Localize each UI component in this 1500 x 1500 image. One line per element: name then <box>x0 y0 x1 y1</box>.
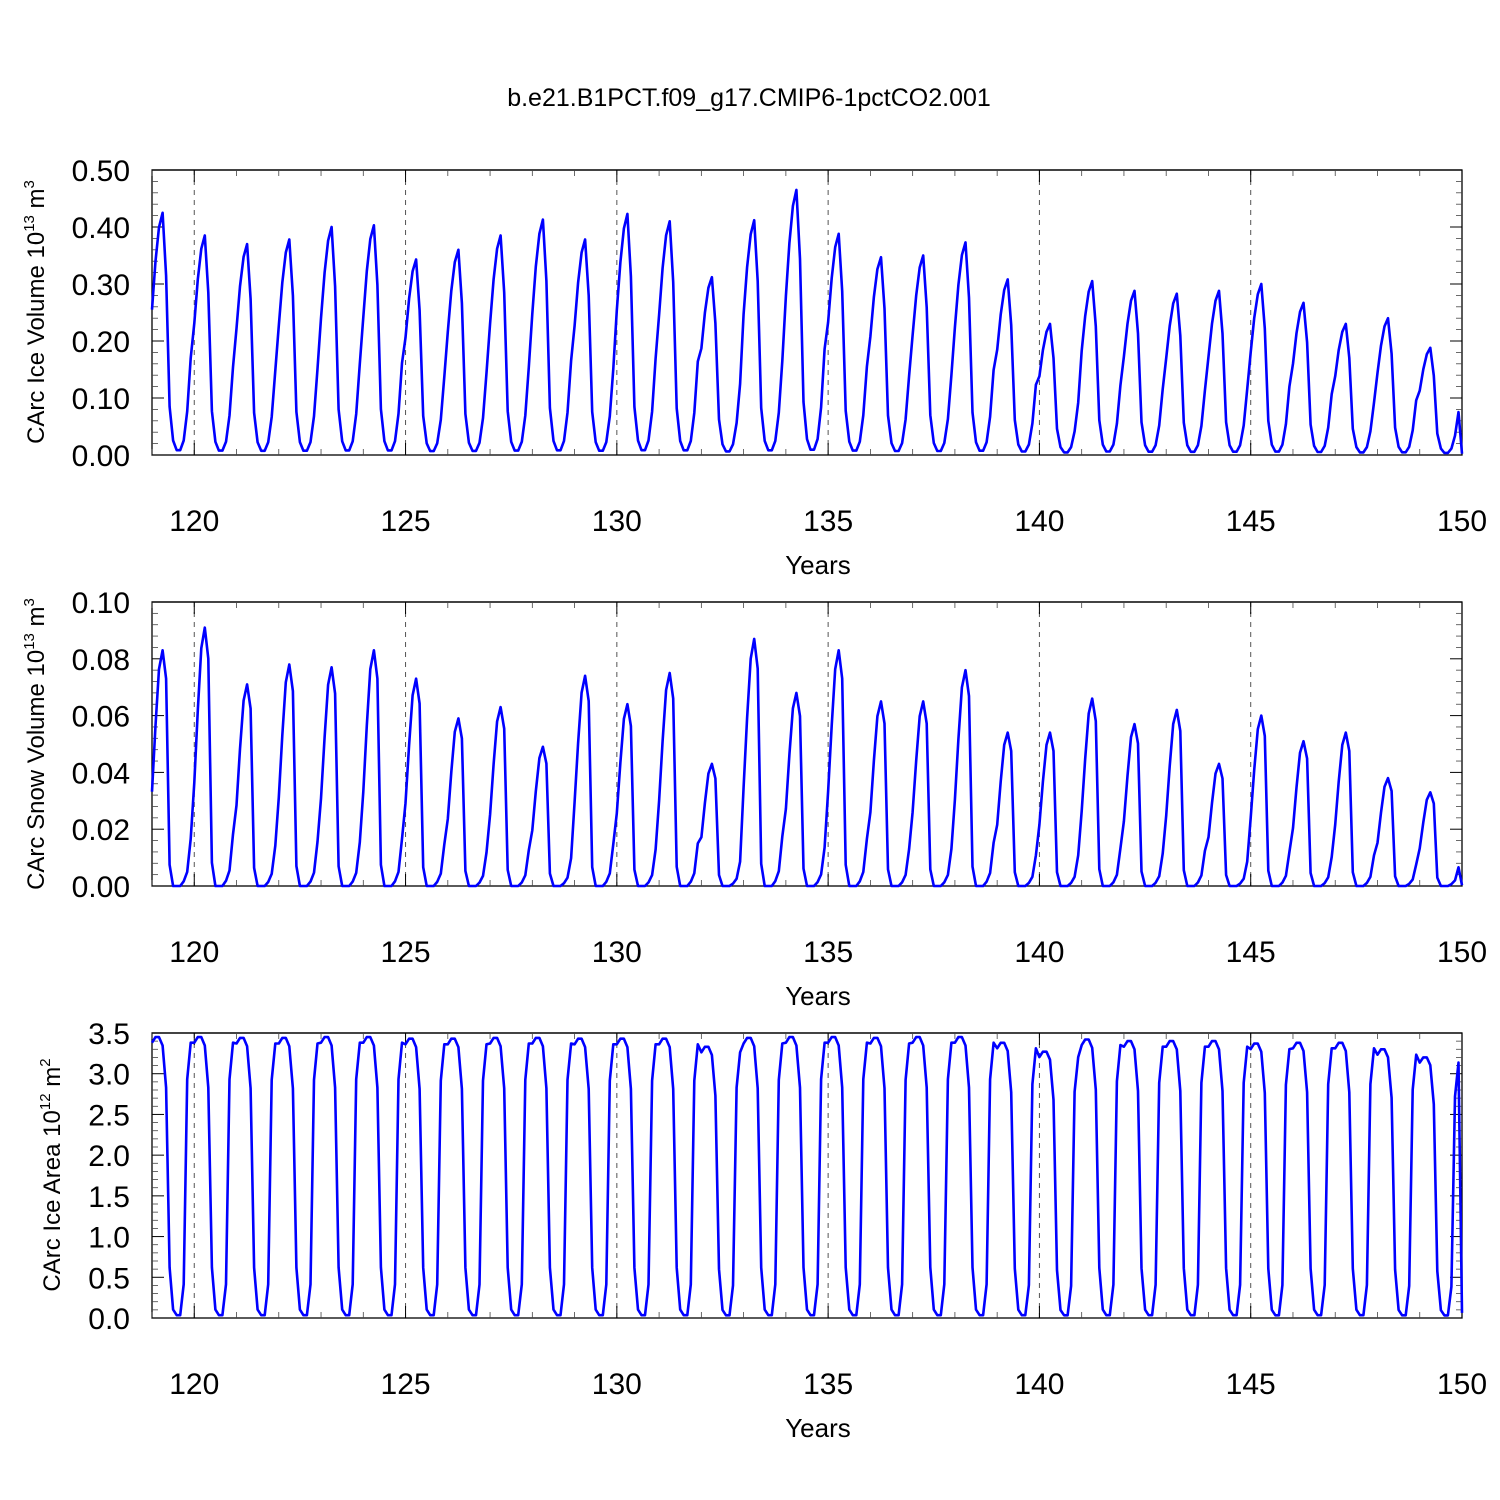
x-axis-label: Years <box>785 550 851 580</box>
y-tick-label: 0.5 <box>88 1262 130 1295</box>
plot-frame <box>151 1032 1463 1319</box>
x-tick-label: 145 <box>1226 505 1276 538</box>
y-tick-label: 3.5 <box>88 1018 130 1051</box>
ice-volume-panel: 0.00 0.10 0.20 0.30 0.40 0.50 120 125 130 135 140 1… <box>21 155 1487 580</box>
x-tick-label: 140 <box>1014 936 1064 969</box>
y-tick-label: 0.00 <box>72 440 130 473</box>
y-tick-label: 0.0 <box>88 1303 130 1336</box>
x-tick-label: 150 <box>1437 505 1487 538</box>
x-tick-label: 130 <box>592 505 642 538</box>
y-tick-label: 0.06 <box>72 701 130 734</box>
x-axis-label: Years <box>785 981 851 1011</box>
ice-area-panel: 0.0 0.5 1.0 1.5 2.0 2.5 3.0 3.5 120 125 130 135 140 1… <box>37 1018 1487 1443</box>
x-tick-label: 120 <box>169 1368 219 1401</box>
y-tick-label: 0.00 <box>72 871 130 904</box>
y-tick-label: 0.02 <box>72 814 130 847</box>
y-tick-label: 0.04 <box>72 757 130 790</box>
x-axis-label: Years <box>785 1413 851 1443</box>
x-tick-label: 130 <box>592 1368 642 1401</box>
x-tick-label: 150 <box>1437 936 1487 969</box>
plot-frame <box>151 169 1463 456</box>
y-tick-label: 2.0 <box>88 1140 130 1173</box>
series-line <box>150 626 1464 888</box>
y-tick-label: 0.08 <box>72 644 130 677</box>
x-tick-label: 135 <box>803 1368 853 1401</box>
figure-title: b.e21.B1PCT.f09_g17.CMIP6-1pctCO2.001 <box>507 84 991 112</box>
x-tick-label: 125 <box>381 936 431 969</box>
x-tick-label: 120 <box>169 505 219 538</box>
x-tick-label: 125 <box>381 505 431 538</box>
series-line <box>150 188 1464 455</box>
y-tick-label: 3.0 <box>88 1059 130 1092</box>
y-axis-label: CArc Ice Volume 1013 m3 <box>21 180 50 444</box>
y-axis-label: CArc Ice Area 1012 m2 <box>37 1058 66 1291</box>
x-tick-label: 125 <box>381 1368 431 1401</box>
x-tick-label: 145 <box>1226 1368 1276 1401</box>
x-tick-label: 130 <box>592 936 642 969</box>
y-tick-label: 0.20 <box>72 326 130 359</box>
y-tick-label: 0.50 <box>72 155 130 188</box>
y-tick-label: 1.0 <box>88 1222 130 1255</box>
x-tick-label: 135 <box>803 936 853 969</box>
snow-volume-panel: 0.00 0.02 0.04 0.06 0.08 0.10 120 125 130 135 140 1… <box>21 587 1487 1011</box>
y-tick-label: 0.10 <box>72 383 130 416</box>
y-tick-label: 0.30 <box>72 269 130 302</box>
x-tick-label: 120 <box>169 936 219 969</box>
y-tick-label: 1.5 <box>88 1181 130 1214</box>
x-tick-label: 150 <box>1437 1368 1487 1401</box>
y-axis-label: CArc Snow Volume 1013 m3 <box>21 598 50 890</box>
x-tick-label: 135 <box>803 505 853 538</box>
series-line <box>150 1035 1464 1317</box>
x-tick-label: 140 <box>1014 505 1064 538</box>
y-tick-label: 2.5 <box>88 1099 130 1132</box>
x-tick-label: 140 <box>1014 1368 1064 1401</box>
y-tick-label: 0.40 <box>72 212 130 245</box>
x-tick-label: 145 <box>1226 936 1276 969</box>
y-tick-label: 0.10 <box>72 587 130 620</box>
